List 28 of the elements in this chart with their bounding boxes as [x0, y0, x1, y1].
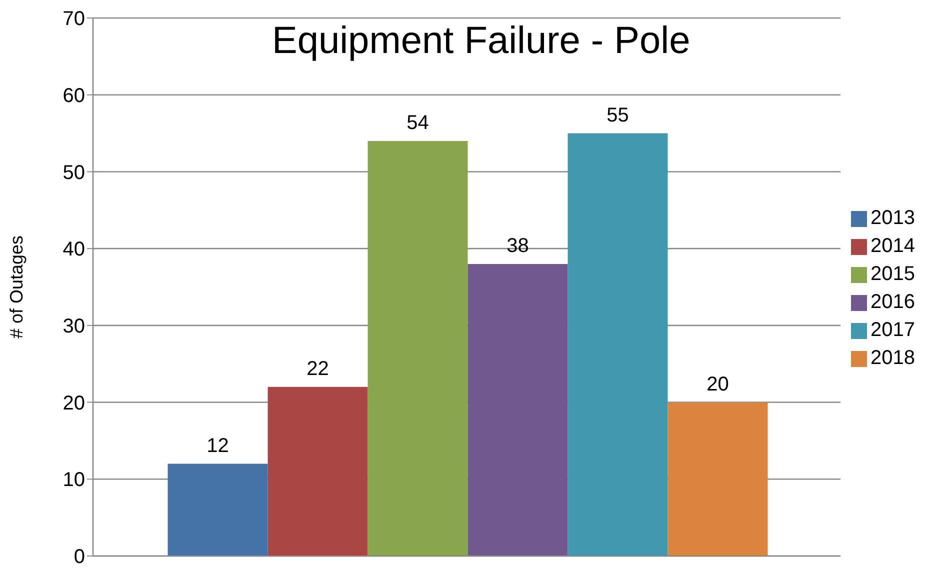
- data-label: 20: [706, 373, 729, 396]
- legend-label: 2017: [870, 319, 915, 341]
- bar: [168, 464, 268, 556]
- data-label: 55: [606, 104, 629, 126]
- y-tick-label: 60: [62, 84, 85, 107]
- y-tick-label: 40: [62, 238, 85, 261]
- legend-label: 2018: [870, 347, 915, 369]
- bar: [368, 140, 468, 556]
- bar: [468, 264, 568, 556]
- bar: [668, 402, 768, 556]
- y-tick-label: 30: [62, 316, 85, 338]
- y-tick-label: 50: [62, 162, 85, 184]
- bar: [268, 386, 368, 556]
- legend-label: 2013: [870, 207, 915, 229]
- y-tick-label: 20: [62, 392, 85, 414]
- chart-title: Equipment Failure - Pole: [268, 20, 694, 63]
- data-label: 54: [406, 112, 429, 134]
- bar: [568, 133, 668, 556]
- y-tick-label: 0: [74, 546, 85, 568]
- legend-label: 2016: [870, 291, 915, 313]
- data-label: 22: [306, 358, 329, 380]
- legend-label: 2014: [870, 235, 915, 257]
- legend-label: 2015: [870, 263, 915, 285]
- y-tick-label: 70: [62, 8, 85, 30]
- data-label: 12: [206, 434, 229, 457]
- data-label: 38: [506, 234, 529, 257]
- y-tick-label: 10: [62, 469, 85, 492]
- y-axis-title: # of Outages: [6, 235, 26, 339]
